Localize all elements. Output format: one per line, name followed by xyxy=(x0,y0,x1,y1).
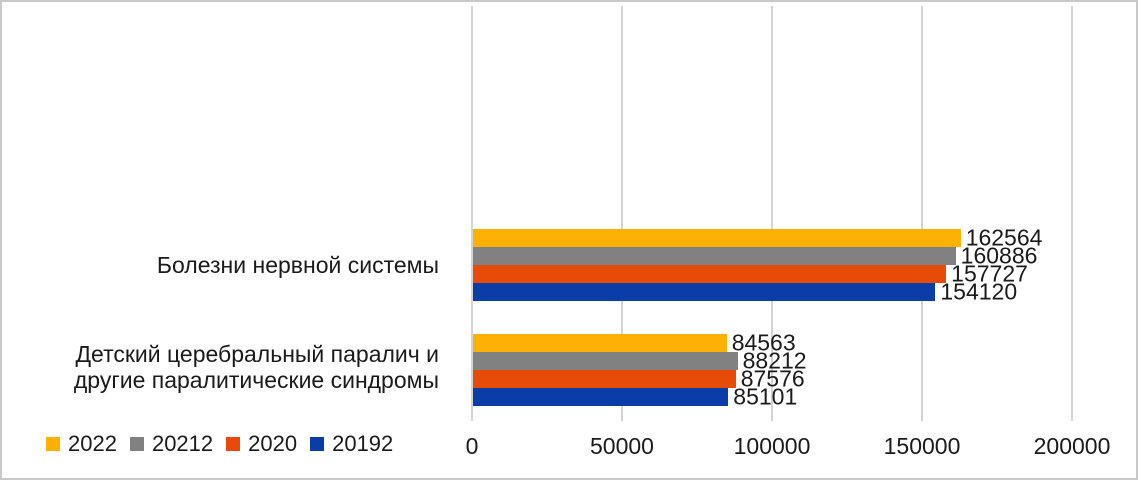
bar-2022-nervous-system xyxy=(473,229,961,247)
value-label: 157727 xyxy=(951,260,1028,287)
gridline-50000 xyxy=(621,6,623,421)
bar-2020-nervous-system xyxy=(473,265,947,283)
value-label: 85101 xyxy=(733,383,798,410)
legend-label-20192: 20192 xyxy=(332,431,394,456)
value-label: 87576 xyxy=(740,365,805,392)
category-label-nervous-system: Болезни нервной системы xyxy=(156,252,439,278)
bar-20212-cerebral-palsy xyxy=(473,352,738,370)
value-label: 84563 xyxy=(731,329,796,356)
value-label: 162564 xyxy=(965,224,1043,251)
legend-label-2020: 2020 xyxy=(248,431,298,456)
legend-swatch-20192 xyxy=(310,437,325,451)
gridline-100000 xyxy=(771,6,773,421)
x-tick-0: 0 xyxy=(465,433,479,459)
gridline-200000 xyxy=(1071,6,1073,421)
legend: 2022 20212 2020 20192 xyxy=(46,431,393,457)
legend-label-20212: 20212 xyxy=(151,431,214,456)
legend-swatch-2020 xyxy=(226,437,241,451)
gridline-150000 xyxy=(921,6,923,421)
legend-item-20192: 20192 xyxy=(310,431,393,457)
gridline-0 xyxy=(471,6,473,421)
legend-item-2022: 2022 xyxy=(46,431,117,457)
value-label: 154120 xyxy=(940,278,1018,305)
bar-2022-cerebral-palsy xyxy=(473,334,727,352)
x-tick-200000: 200000 xyxy=(1033,433,1111,459)
legend-swatch-20212 xyxy=(129,437,144,451)
legend-item-2020: 2020 xyxy=(226,431,297,457)
bar-20192-nervous-system xyxy=(473,283,936,301)
x-tick-100000: 100000 xyxy=(733,433,811,459)
value-label: 88212 xyxy=(742,347,807,374)
legend-item-20212: 20212 xyxy=(129,431,214,457)
legend-swatch-2022 xyxy=(46,437,60,451)
value-label: 160886 xyxy=(960,242,1038,269)
x-tick-150000: 150000 xyxy=(883,433,961,459)
category-label-cerebral-palsy: Детский церебральный паралич и другие па… xyxy=(73,341,439,393)
x-tick-50000: 50000 xyxy=(590,433,654,459)
bar-2020-cerebral-palsy xyxy=(473,370,736,388)
bar-20192-cerebral-palsy xyxy=(473,388,729,406)
legend-label-2022: 2022 xyxy=(68,431,117,456)
bar-20212-nervous-system xyxy=(473,247,956,265)
